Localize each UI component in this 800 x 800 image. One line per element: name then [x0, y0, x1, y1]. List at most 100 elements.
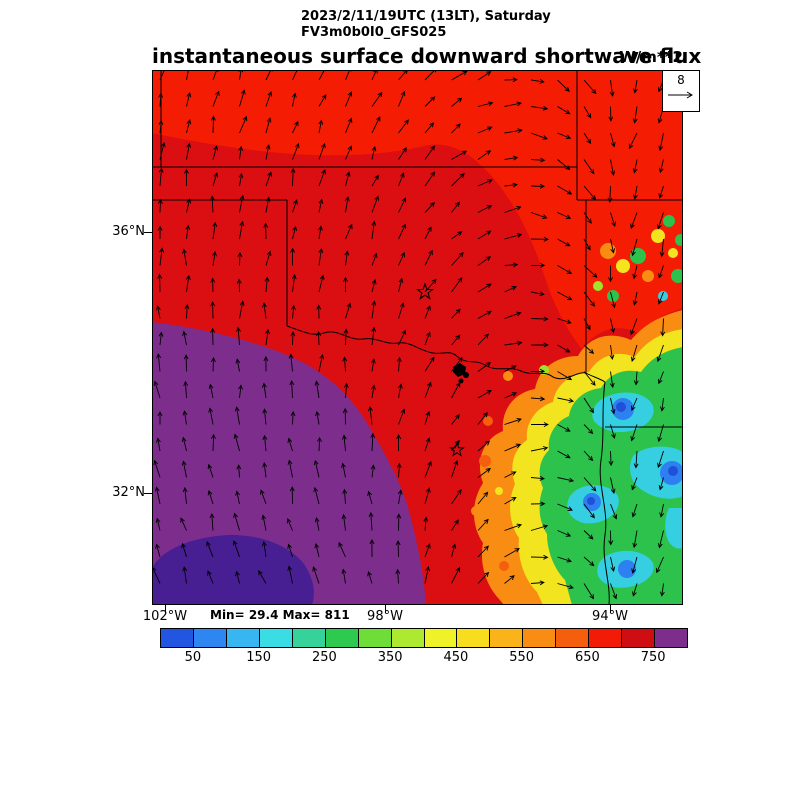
cloud-core-cyan — [665, 508, 683, 549]
wind-arrow — [631, 477, 638, 491]
wind-arrow — [451, 97, 463, 107]
wind-arrow — [583, 212, 592, 224]
wind-arrow — [631, 238, 638, 257]
wind-arrow — [239, 115, 248, 134]
wind-arrow — [557, 238, 571, 247]
wind-arrow — [583, 159, 595, 175]
cloud-core-dark-blue — [587, 497, 595, 505]
wind-arrow — [451, 334, 461, 346]
wind-arrow — [424, 487, 431, 505]
wind-arrow — [530, 396, 546, 402]
wind-arrow — [530, 316, 549, 322]
wind-arrow — [424, 437, 431, 452]
wind-arrow — [398, 251, 405, 266]
wind-arrow — [342, 407, 348, 425]
colorbar-tick-label: 250 — [311, 650, 337, 665]
wind-arrow — [396, 434, 402, 452]
colorbar-segment — [161, 629, 194, 647]
wind-arrow — [660, 318, 666, 337]
colorbar-tick-label: 650 — [574, 650, 600, 665]
wind-arrow — [318, 168, 326, 187]
wind-arrow — [343, 276, 348, 292]
wind-arrow — [530, 291, 545, 297]
colorbar-segment — [523, 629, 557, 647]
colorbar-tick-label: 550 — [509, 650, 535, 665]
reference-vector-value: 8 — [677, 73, 685, 87]
wind-arrow — [238, 145, 244, 160]
cloud-speckle — [668, 248, 678, 258]
wind-arrow — [477, 71, 492, 81]
wind-arrow — [583, 106, 592, 119]
cloud-speckle — [616, 259, 630, 273]
wind-arrow — [424, 305, 431, 319]
wind-arrow — [371, 278, 377, 293]
wind-arrow — [370, 384, 376, 399]
wind-arrow — [477, 333, 489, 346]
field-region-bright-red — [152, 70, 683, 349]
colorbar-tick-label: 50 — [184, 650, 202, 665]
cloud-speckle — [671, 269, 683, 283]
wind-arrow — [557, 530, 572, 537]
wind-arrow — [369, 539, 375, 558]
wind-arrow — [262, 434, 268, 452]
wind-arrow — [657, 530, 664, 549]
wind-arrow — [261, 382, 267, 399]
wind-arrow — [583, 424, 594, 435]
wind-arrow — [530, 446, 549, 452]
wind-arrow — [265, 328, 270, 346]
wind-arrow — [286, 517, 293, 531]
wind-arrow — [209, 513, 215, 531]
cloud-speckle — [503, 371, 513, 381]
state-border-lines — [152, 70, 683, 605]
wind-arrow — [451, 70, 468, 81]
wind-arrow — [658, 159, 664, 174]
wind-arrow — [371, 326, 377, 346]
wind-arrow — [610, 397, 616, 415]
wind-arrow — [583, 397, 595, 414]
wind-arrow — [345, 145, 353, 160]
wind-arrow — [504, 101, 522, 107]
wind-arrow — [659, 583, 665, 597]
wind-arrow — [530, 105, 549, 111]
field-region-dark-purple — [152, 534, 314, 605]
cloud-speckle — [642, 270, 654, 282]
wind-arrow — [557, 477, 575, 483]
wind-arrow — [398, 119, 409, 134]
wind-arrow — [557, 159, 571, 171]
city-filled-marker — [463, 372, 469, 378]
wind-arrow — [159, 141, 166, 160]
wind-arrow — [314, 543, 320, 558]
city-star-marker — [449, 441, 465, 457]
wind-arrow — [265, 171, 272, 187]
wind-arrow — [583, 79, 597, 95]
wind-arrow — [239, 194, 245, 213]
cloud-core-cyan — [630, 446, 683, 499]
wind-arrow — [157, 198, 163, 213]
wind-arrow — [342, 488, 348, 505]
wind-arrow — [318, 353, 325, 372]
wind-arrow — [313, 486, 320, 505]
wind-arrow — [265, 250, 272, 266]
colorbar-segment — [424, 629, 458, 647]
wind-arrow — [264, 276, 270, 293]
wind-arrow — [312, 566, 320, 584]
wind-arrow — [583, 371, 596, 386]
wind-arrow — [182, 248, 187, 266]
wind-arrow — [504, 77, 518, 83]
wind-arrow — [182, 330, 187, 346]
cloud-speckle — [495, 487, 503, 495]
wind-arrow — [583, 556, 595, 567]
wind-arrow — [235, 358, 241, 372]
reference-vector-box: 8 — [662, 70, 700, 112]
wind-arrow — [632, 583, 638, 597]
wind-arrow — [290, 331, 296, 346]
wind-arrow — [287, 543, 293, 558]
wind-arrow — [318, 274, 325, 293]
wind-arrow — [628, 132, 638, 150]
wind-arrow — [477, 362, 491, 372]
wind-arrow — [235, 490, 240, 505]
wind-arrow — [180, 517, 187, 531]
wind-arrow — [186, 70, 189, 81]
wind-arrow — [370, 358, 376, 372]
lon-tick-98w — [385, 605, 386, 613]
